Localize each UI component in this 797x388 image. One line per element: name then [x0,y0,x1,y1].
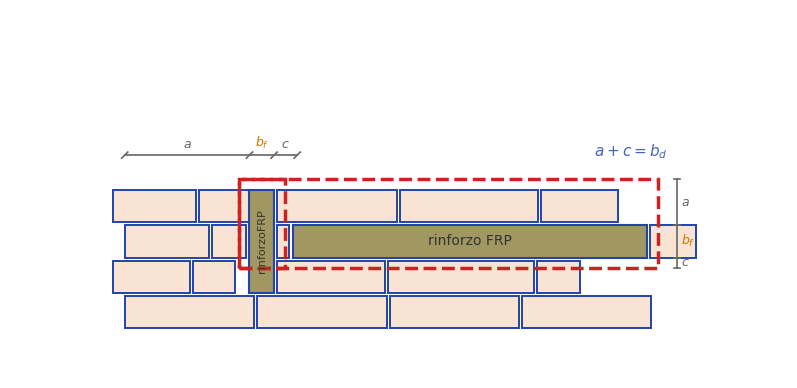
Bar [193,261,235,293]
Text: $a+c=b_d$: $a+c=b_d$ [595,142,668,161]
Text: $b_f$: $b_f$ [255,134,269,151]
Bar [124,296,254,328]
Bar [650,225,696,258]
Bar [537,261,579,293]
Bar [113,190,196,222]
Bar [522,296,651,328]
Bar [388,261,534,293]
Bar [199,190,253,222]
Bar [238,179,285,268]
Bar [213,225,246,258]
Text: $b_f$: $b_f$ [681,233,696,249]
Bar [238,179,658,268]
Text: rinforzo FRP: rinforzo FRP [428,234,512,248]
Bar [541,190,618,222]
Bar [277,190,397,222]
Text: $a$: $a$ [681,196,690,209]
Bar [399,190,538,222]
Bar [257,296,387,328]
Text: $c$: $c$ [681,256,690,269]
Bar [249,190,274,293]
Text: $c$: $c$ [281,137,290,151]
Bar [390,296,519,328]
Text: $a$: $a$ [183,137,191,151]
Bar [277,225,289,258]
Bar [124,225,210,258]
Bar [113,261,190,293]
Text: rinforzoFRP: rinforzoFRP [257,210,267,273]
Bar [292,225,647,258]
Bar [277,261,385,293]
